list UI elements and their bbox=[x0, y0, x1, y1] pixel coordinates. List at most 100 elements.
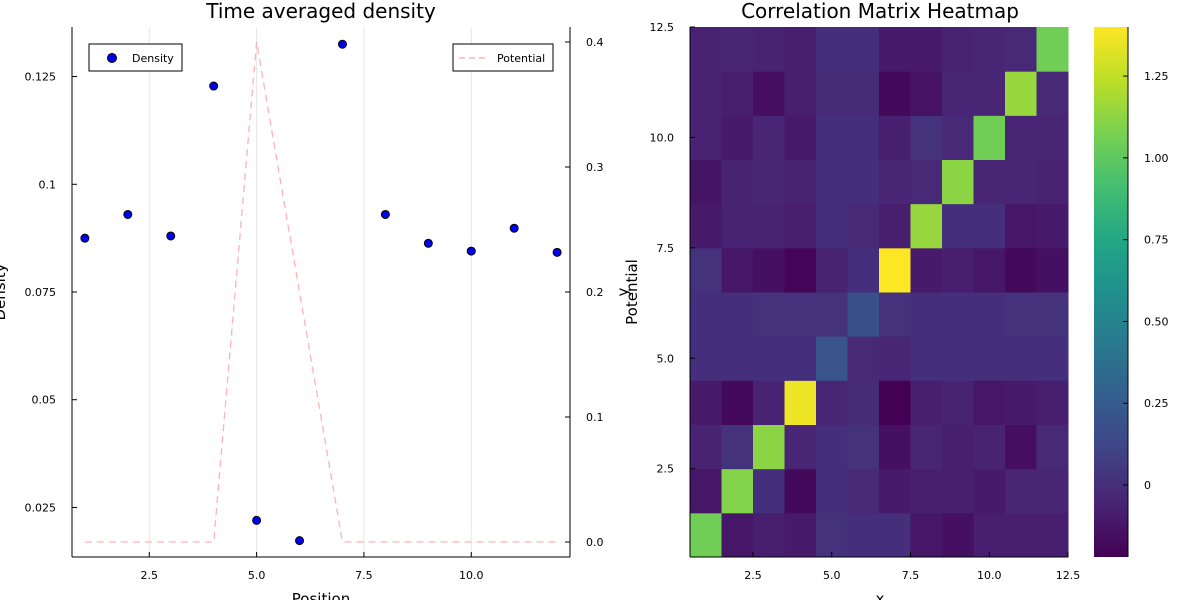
density-legend-label: Density bbox=[132, 52, 174, 65]
heatmap-cell bbox=[910, 247, 943, 293]
density-x-tick-label: 2.5 bbox=[141, 569, 159, 582]
heatmap-cell bbox=[1036, 380, 1069, 425]
heatmap-cell bbox=[753, 512, 785, 558]
heatmap-cell bbox=[1005, 424, 1037, 470]
heatmap-cell bbox=[847, 468, 880, 514]
heatmap-x-tick-label: 7.5 bbox=[902, 569, 920, 582]
density-y-label: Density bbox=[0, 263, 9, 320]
density-point bbox=[466, 246, 476, 256]
heatmap-cell bbox=[847, 159, 880, 205]
heatmap-cell bbox=[1005, 203, 1037, 249]
heatmap-cell bbox=[879, 159, 911, 205]
heatmap-cell bbox=[1005, 115, 1037, 160]
colorbar-tick-label: 0.50 bbox=[1144, 315, 1169, 328]
density-x-tick-label: 5.0 bbox=[248, 569, 266, 582]
heatmap-cell bbox=[690, 115, 722, 160]
heatmap-cell bbox=[847, 424, 880, 470]
heatmap-cell bbox=[910, 27, 943, 72]
density-y-tick-label: 0.025 bbox=[25, 501, 57, 514]
heatmap-cell bbox=[784, 424, 817, 470]
heatmap-cell bbox=[910, 424, 943, 470]
heatmap-cell bbox=[910, 336, 943, 381]
heatmap-cell bbox=[879, 512, 911, 558]
density-chart-title: Time averaged density bbox=[205, 0, 436, 23]
heatmap-cell bbox=[721, 336, 754, 381]
heatmap-cell bbox=[973, 468, 1006, 514]
heatmap-cell bbox=[879, 27, 911, 72]
potential-series bbox=[84, 41, 558, 543]
heatmap-cell bbox=[942, 468, 974, 514]
heatmap-ticks: 2.5 5.0 7.5 10.0 12.5 2.5 5.0 7.5 10.0 12.5 bbox=[650, 21, 1081, 582]
heatmap-cell bbox=[721, 115, 754, 160]
heatmap-x-label: x bbox=[876, 590, 885, 600]
heatmap-cell bbox=[910, 512, 943, 558]
potential-line bbox=[84, 41, 558, 543]
heatmap-cell bbox=[690, 380, 722, 425]
heatmap-y-label: y bbox=[614, 287, 632, 296]
density-x-label: Position bbox=[292, 590, 350, 600]
heatmap-cell bbox=[690, 247, 722, 293]
heatmap-cell bbox=[721, 27, 754, 72]
heatmap-cell bbox=[753, 71, 785, 116]
density-point bbox=[337, 39, 347, 49]
colorbar-tick-label: 1.25 bbox=[1144, 70, 1169, 83]
heatmap-cell bbox=[784, 115, 817, 160]
density-point bbox=[80, 233, 90, 243]
heatmap-cell bbox=[942, 71, 974, 116]
heatmap-cell bbox=[847, 512, 880, 558]
heatmap-y-tick-label: 12.5 bbox=[650, 21, 675, 34]
heatmap-cell bbox=[973, 512, 1006, 558]
heatmap-cell bbox=[910, 203, 943, 249]
heatmap-cell bbox=[1005, 468, 1037, 514]
heatmap-cell bbox=[784, 380, 817, 425]
heatmap-cell bbox=[690, 203, 722, 249]
heatmap-cell bbox=[942, 115, 974, 160]
heatmap-title: Correlation Matrix Heatmap bbox=[741, 0, 1019, 23]
density-point bbox=[295, 536, 305, 546]
heatmap-cell bbox=[753, 468, 785, 514]
potential-y-tick-label: 0.0 bbox=[586, 536, 604, 549]
heatmap-cell bbox=[847, 27, 880, 72]
density-point bbox=[380, 209, 390, 219]
heatmap-cell bbox=[973, 424, 1006, 470]
heatmap-cell bbox=[753, 27, 785, 72]
correlation-heatmap: Correlation Matrix Heatmap 2.5 5.0 7.5 10.0… bbox=[614, 0, 1169, 600]
heatmap-cell bbox=[1036, 71, 1069, 116]
heatmap-cell bbox=[784, 203, 817, 249]
heatmap-cell bbox=[910, 159, 943, 205]
heatmap-cell bbox=[973, 115, 1006, 160]
heatmap-x-tick-label: 12.5 bbox=[1056, 569, 1081, 582]
colorbar: 0 0.25 0.50 0.75 1.00 1.25 bbox=[1094, 27, 1169, 557]
heatmap-cell bbox=[973, 159, 1006, 205]
heatmap-cell bbox=[973, 247, 1006, 293]
potential-y-tick-label: 0.2 bbox=[586, 286, 604, 299]
heatmap-cell bbox=[784, 468, 817, 514]
density-legend-marker bbox=[107, 53, 117, 63]
heatmap-cell bbox=[910, 292, 943, 337]
heatmap-cell bbox=[910, 468, 943, 514]
heatmap-cell bbox=[690, 292, 722, 337]
heatmap-cell bbox=[1036, 247, 1069, 293]
heatmap-cell bbox=[690, 71, 722, 116]
heatmap-cell bbox=[1036, 159, 1069, 205]
heatmap-cell bbox=[1036, 115, 1069, 160]
density-point bbox=[509, 223, 519, 233]
potential-y-tick-label: 0.3 bbox=[586, 161, 604, 174]
heatmap-cell bbox=[690, 512, 722, 558]
heatmap-cell bbox=[910, 380, 943, 425]
heatmap-cell bbox=[721, 203, 754, 249]
heatmap-cell bbox=[784, 27, 817, 72]
heatmap-cells bbox=[690, 27, 1069, 558]
heatmap-cell bbox=[784, 71, 817, 116]
heatmap-cell bbox=[753, 247, 785, 293]
heatmap-cell bbox=[910, 115, 943, 160]
heatmap-y-tick-label: 7.5 bbox=[657, 242, 675, 255]
heatmap-cell bbox=[879, 247, 911, 293]
heatmap-cell bbox=[847, 203, 880, 249]
density-point bbox=[552, 247, 562, 257]
heatmap-cell bbox=[973, 203, 1006, 249]
heatmap-cell bbox=[816, 247, 848, 293]
heatmap-cell bbox=[721, 292, 754, 337]
heatmap-cell bbox=[721, 71, 754, 116]
density-series bbox=[80, 39, 562, 546]
